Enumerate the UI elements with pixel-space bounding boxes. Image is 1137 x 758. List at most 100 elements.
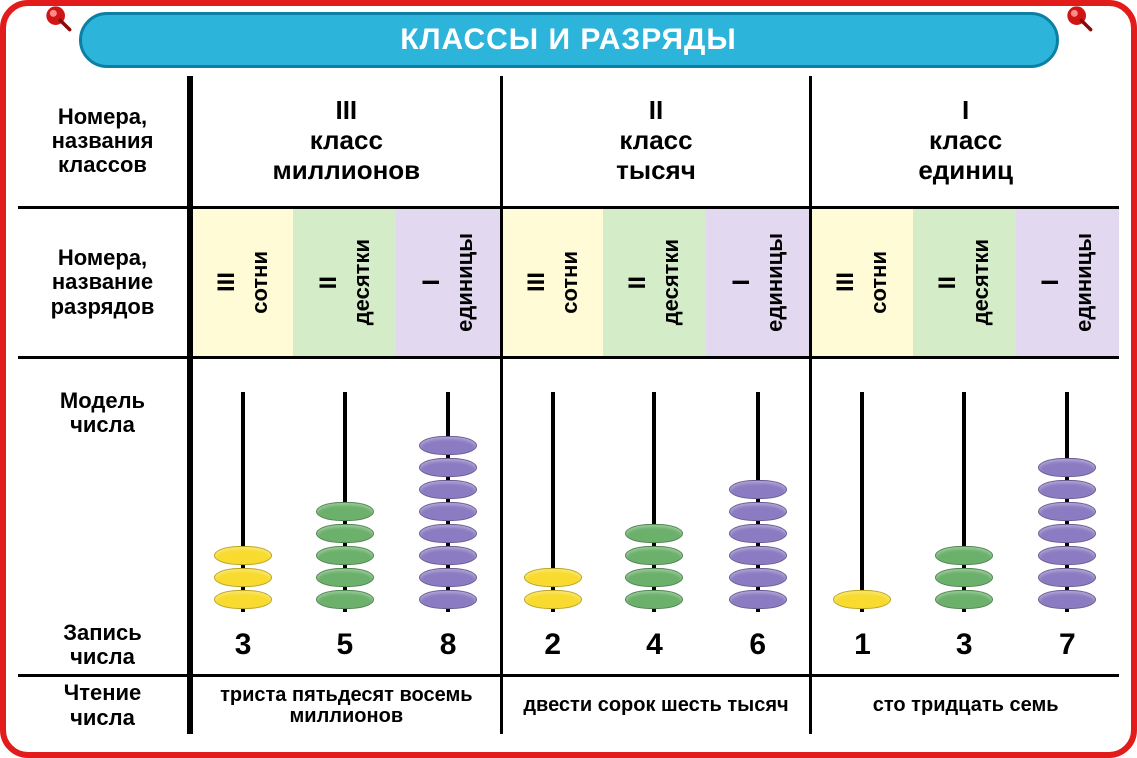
- abacus-bead: [419, 502, 477, 521]
- digit-roman: II: [315, 276, 343, 289]
- abacus-bead: [625, 568, 683, 587]
- abacus-bead: [214, 590, 272, 609]
- reading-group: сто тридцать семь: [809, 677, 1119, 734]
- digit-cell: IIдесятки: [913, 209, 1016, 356]
- abacus-rod: [860, 392, 864, 612]
- abacus: [727, 480, 789, 612]
- abacus-bead: [935, 546, 993, 565]
- digit-roman: III: [523, 272, 551, 292]
- digit-name: сотни: [247, 251, 273, 314]
- abacus-bead: [214, 546, 272, 565]
- abacus-bead: [419, 524, 477, 543]
- abacus-cell: [396, 359, 499, 616]
- content-grid: Номера,названияклассов IIIклассмиллионов…: [18, 76, 1119, 740]
- abacus-bead: [1038, 458, 1096, 477]
- abacus-cell: [913, 359, 1016, 616]
- abacus-bead: [729, 568, 787, 587]
- digit-name: единицы: [452, 233, 478, 332]
- abacus-bead: [1038, 524, 1096, 543]
- abacus-bead: [935, 590, 993, 609]
- digit-value: 7: [1016, 616, 1119, 674]
- row-read: Чтениечисла триста пятьдесят восемь милл…: [18, 674, 1119, 734]
- digit-cell: Iединицы: [706, 209, 809, 356]
- title-pill: КЛАССЫ И РАЗРЯДЫ: [79, 12, 1059, 68]
- reading-group: триста пятьдесят восемь миллионов: [190, 677, 500, 734]
- digit-name: десятки: [349, 239, 375, 325]
- abacus: [314, 502, 376, 612]
- class-group-1: Iклассединиц: [809, 76, 1119, 206]
- abacus-cell: [706, 359, 809, 616]
- abacus: [831, 590, 893, 612]
- abacus-bead: [419, 436, 477, 455]
- class-group-2: IIкласстысяч: [500, 76, 810, 206]
- abacus-bead: [419, 590, 477, 609]
- abacus-bead: [419, 568, 477, 587]
- abacus: [933, 546, 995, 612]
- abacus-bead: [1038, 480, 1096, 499]
- abacus-cell: [190, 359, 293, 616]
- digit-name: десятки: [658, 239, 684, 325]
- abacus-bead: [729, 524, 787, 543]
- digit-value: 5: [293, 616, 396, 674]
- abacus-bead: [1038, 568, 1096, 587]
- digit-roman: I: [1037, 279, 1065, 286]
- digit-value: 2: [500, 616, 603, 674]
- row-class-names: Номера,названияклассов IIIклассмиллионов…: [18, 76, 1119, 206]
- abacus-bead: [1038, 546, 1096, 565]
- digit-name: десятки: [968, 239, 994, 325]
- digit-roman: III: [832, 272, 860, 292]
- abacus-bead: [729, 502, 787, 521]
- row-write: Записьчисла 358246137: [18, 616, 1119, 674]
- digit-value: 6: [706, 616, 809, 674]
- abacus: [623, 524, 685, 612]
- abacus-bead: [625, 590, 683, 609]
- digit-name: единицы: [762, 233, 788, 332]
- abacus-bead: [1038, 502, 1096, 521]
- poster-frame: КЛАССЫ И РАЗРЯДЫ Номера,названияклассов …: [0, 0, 1137, 758]
- abacus-cell: [293, 359, 396, 616]
- digit-roman: III: [213, 272, 241, 292]
- title-text: КЛАССЫ И РАЗРЯДЫ: [400, 23, 737, 57]
- abacus-bead: [625, 546, 683, 565]
- digit-value: 3: [190, 616, 293, 674]
- abacus-bead: [316, 590, 374, 609]
- abacus-bead: [419, 458, 477, 477]
- digit-roman: II: [624, 276, 652, 289]
- pushpin-icon: [1065, 4, 1093, 32]
- digit-cell: Iединицы: [396, 209, 499, 356]
- abacus: [212, 546, 274, 612]
- digit-name: сотни: [866, 251, 892, 314]
- abacus-bead: [833, 590, 891, 609]
- digit-value: 1: [809, 616, 912, 674]
- label-write: Записьчисла: [18, 616, 190, 674]
- abacus-bead: [524, 568, 582, 587]
- abacus-bead: [729, 546, 787, 565]
- abacus-bead: [729, 480, 787, 499]
- digit-cell: III сотни: [500, 209, 603, 356]
- abacus-bead: [316, 546, 374, 565]
- abacus: [417, 436, 479, 612]
- row-model: Модельчисла: [18, 356, 1119, 616]
- digit-cell: II десятки: [293, 209, 396, 356]
- digit-roman: I: [728, 279, 756, 286]
- class-group-3: IIIклассмиллионов: [190, 76, 500, 206]
- digit-value: 8: [396, 616, 499, 674]
- abacus-bead: [524, 590, 582, 609]
- label-model: Модельчисла: [18, 359, 190, 616]
- digit-cell: III сотни: [190, 209, 293, 356]
- digit-cell: III сотни: [809, 209, 912, 356]
- abacus-bead: [316, 568, 374, 587]
- digit-roman: I: [418, 279, 446, 286]
- digit-value: 3: [913, 616, 1016, 674]
- abacus-bead: [214, 568, 272, 587]
- abacus-bead: [316, 524, 374, 543]
- abacus-cell: [500, 359, 603, 616]
- label-digits: Номера,названиеразрядов: [18, 209, 190, 356]
- abacus-cell: [809, 359, 912, 616]
- reading-group: двести сорок шесть тысяч: [500, 677, 810, 734]
- abacus: [1036, 458, 1098, 612]
- row-digit-names: Номера,названиеразрядов IIIсотниIIдесятк…: [18, 206, 1119, 356]
- pushpin-icon: [44, 4, 72, 32]
- abacus-bead: [729, 590, 787, 609]
- digit-name: сотни: [557, 251, 583, 314]
